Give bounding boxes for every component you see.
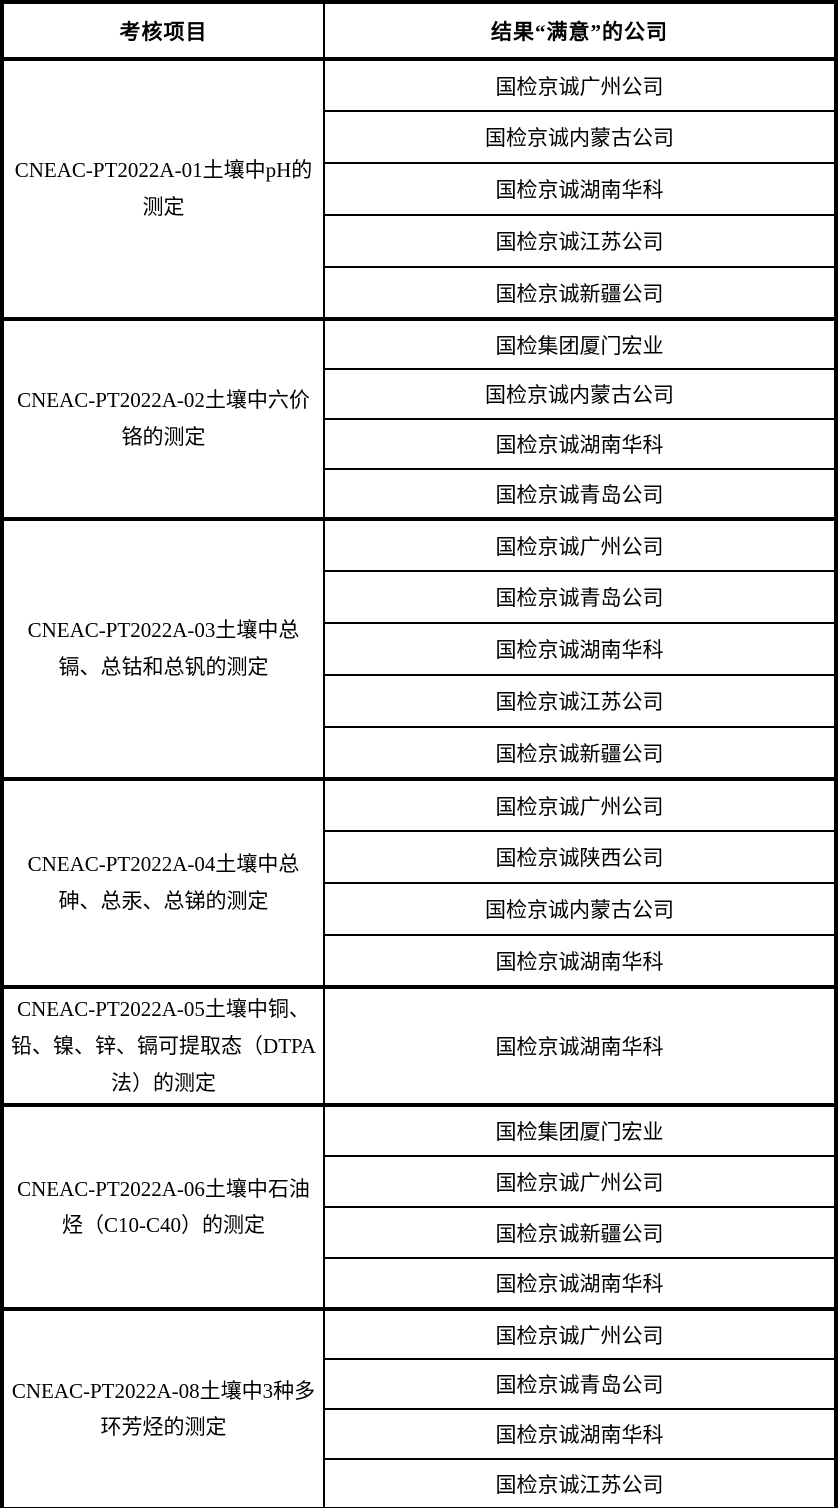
company-cell: 国检京诚湖南华科 <box>323 1257 837 1311</box>
table-row: CNEAC-PT2022A-06土壤中石油烃（C10-C40）的测定 国检集团厦… <box>1 1103 837 1311</box>
company-cell: 国检京诚内蒙古公司 <box>323 882 837 936</box>
table-row: 国检京诚青岛公司 <box>2 468 837 520</box>
project-cell: CNEAC-PT2022A-02土壤中六价铬的测定 <box>1 317 325 520</box>
project-cell: CNEAC-PT2022A-06土壤中石油烃（C10-C40）的测定 <box>1 1103 325 1311</box>
company-cell: 国检京诚江苏公司 <box>323 214 837 268</box>
table-row: CNEAC-PT2022A-01土壤中pH的测定 国检京诚广州公司 <box>1 57 837 320</box>
table-row: 国检京诚内蒙古公司 <box>2 882 837 936</box>
company-cell: 国检京诚广州公司 <box>323 57 837 112</box>
table-row: 国检京诚湖南华科 <box>2 418 837 470</box>
company-cell: 国检京诚湖南华科 <box>323 162 837 216</box>
table-row: 国检京诚内蒙古公司 <box>2 110 837 164</box>
company-cell: 国检京诚湖南华科 <box>323 622 837 676</box>
project-cell: CNEAC-PT2022A-04土壤中总砷、总汞、总锑的测定 <box>1 777 325 988</box>
project-cell: CNEAC-PT2022A-03土壤中总镉、总钴和总钒的测定 <box>1 517 325 780</box>
company-cell: 国检京诚广州公司 <box>323 1307 837 1361</box>
company-cell: 国检京诚新疆公司 <box>323 1206 837 1260</box>
table-row: 国检京诚湖南华科 <box>2 1257 837 1311</box>
company-cell: 国检京诚陕西公司 <box>323 830 837 884</box>
table-row: 国检京诚青岛公司 <box>2 1358 837 1411</box>
table-row: 国检京诚内蒙古公司 <box>2 368 837 420</box>
company-cell: 国检京诚青岛公司 <box>323 570 837 624</box>
project-cell: CNEAC-PT2022A-08土壤中3种多环芳烃的测定 <box>1 1307 325 1508</box>
company-cell: 国检集团厦门宏业 <box>323 1103 837 1158</box>
table-row: 国检京诚广州公司 <box>2 1155 837 1209</box>
company-cell: 国检京诚湖南华科 <box>323 1408 837 1461</box>
company-cell: 国检京诚湖南华科 <box>323 934 837 988</box>
table-row: 国检京诚江苏公司 <box>2 674 837 728</box>
company-cell: 国检京诚湖南华科 <box>323 418 837 470</box>
table-row: 国检京诚湖南华科 <box>2 1408 837 1461</box>
company-cell: 国检京诚青岛公司 <box>323 468 837 520</box>
header-row: 考核项目 结果“满意”的公司 <box>1 1 837 61</box>
company-cell: 国检京诚内蒙古公司 <box>323 368 837 420</box>
table-row: CNEAC-PT2022A-02土壤中六价铬的测定 国检集团厦门宏业 <box>1 317 837 520</box>
company-cell: 国检集团厦门宏业 <box>323 317 837 370</box>
table-row: CNEAC-PT2022A-08土壤中3种多环芳烃的测定 国检京诚广州公司 <box>1 1307 837 1508</box>
table-row: 国检京诚青岛公司 <box>2 570 837 624</box>
table-row: 国检京诚新疆公司 <box>2 1206 837 1260</box>
company-cell: 国检京诚新疆公司 <box>323 726 837 780</box>
header-company-column: 结果“满意”的公司 <box>323 1 837 61</box>
table-row: 国检京诚新疆公司 <box>2 266 837 320</box>
table-row: CNEAC-PT2022A-05土壤中铜、铅、镍、锌、镉可提取态（DTPA法）的… <box>1 984 837 1107</box>
company-cell: 国检京诚广州公司 <box>323 777 837 832</box>
table-row: CNEAC-PT2022A-03土壤中总镉、总钴和总钒的测定 国检京诚广州公司 <box>1 517 837 780</box>
table-row: 国检京诚新疆公司 <box>2 726 837 780</box>
table-row: 国检京诚江苏公司 <box>2 1458 837 1508</box>
company-cell: 国检京诚广州公司 <box>323 1155 837 1209</box>
table-row: 国检京诚陕西公司 <box>2 830 837 884</box>
project-cell: CNEAC-PT2022A-05土壤中铜、铅、镍、锌、镉可提取态（DTPA法）的… <box>1 984 325 1107</box>
company-cell: 国检京诚湖南华科 <box>323 984 837 1107</box>
company-cell: 国检京诚新疆公司 <box>323 266 837 320</box>
table-row: 国检京诚湖南华科 <box>2 934 837 988</box>
table-row: 国检京诚湖南华科 <box>2 622 837 676</box>
project-cell: CNEAC-PT2022A-01土壤中pH的测定 <box>1 57 325 320</box>
company-cell: 国检京诚青岛公司 <box>323 1358 837 1411</box>
company-cell: 国检京诚江苏公司 <box>323 674 837 728</box>
company-cell: 国检京诚江苏公司 <box>323 1458 837 1508</box>
company-cell: 国检京诚内蒙古公司 <box>323 110 837 164</box>
table-row: 国检京诚江苏公司 <box>2 214 837 268</box>
company-cell: 国检京诚广州公司 <box>323 517 837 572</box>
table-row: CNEAC-PT2022A-04土壤中总砷、总汞、总锑的测定 国检京诚广州公司 <box>1 777 837 988</box>
table-row: 国检京诚湖南华科 <box>2 162 837 216</box>
header-project-column: 考核项目 <box>1 1 325 61</box>
